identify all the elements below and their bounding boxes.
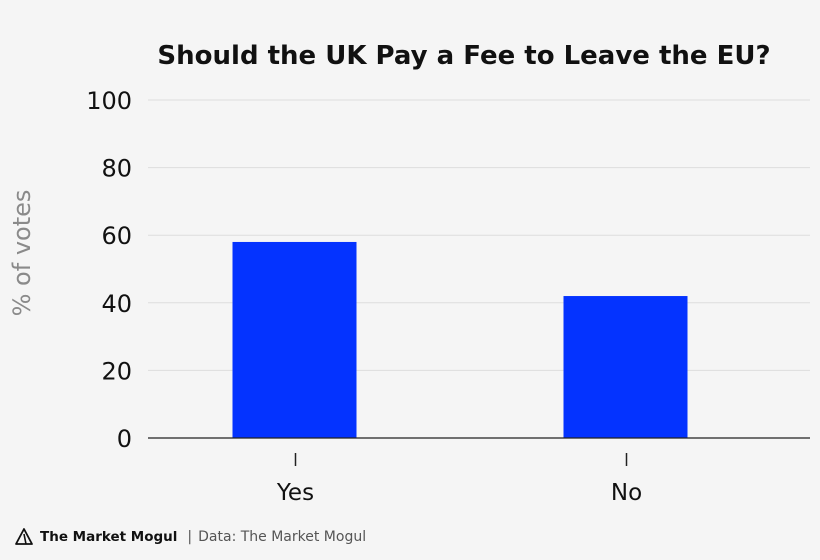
y-tick-label: 60 [101, 222, 132, 250]
y-tick-label: 20 [101, 357, 132, 385]
bar-no [563, 296, 688, 438]
x-tick-label: Yes [276, 480, 314, 506]
y-tick-label: 0 [117, 425, 132, 453]
chart-title: Should the UK Pay a Fee to Leave the EU? [157, 41, 770, 71]
footer-separator: | [187, 529, 193, 545]
bar-yes [232, 241, 357, 438]
y-tick-label: 40 [101, 290, 132, 318]
y-tick-labels: 0 20 40 60 80 100 [86, 87, 132, 453]
x-tick-marks: Yes No [276, 453, 642, 506]
x-tick-label: No [611, 480, 642, 506]
source-label: Data: The Market Mogul [198, 529, 367, 545]
brand-name: The Market Mogul [40, 529, 178, 545]
bars [232, 241, 688, 438]
y-axis-label: % of votes [8, 190, 36, 317]
footer: The Market Mogul | Data: The Market Mogu… [14, 524, 366, 550]
y-tick-label: 80 [101, 155, 132, 183]
market-mogul-logo-icon [15, 528, 33, 545]
y-tick-label: 100 [86, 87, 132, 115]
